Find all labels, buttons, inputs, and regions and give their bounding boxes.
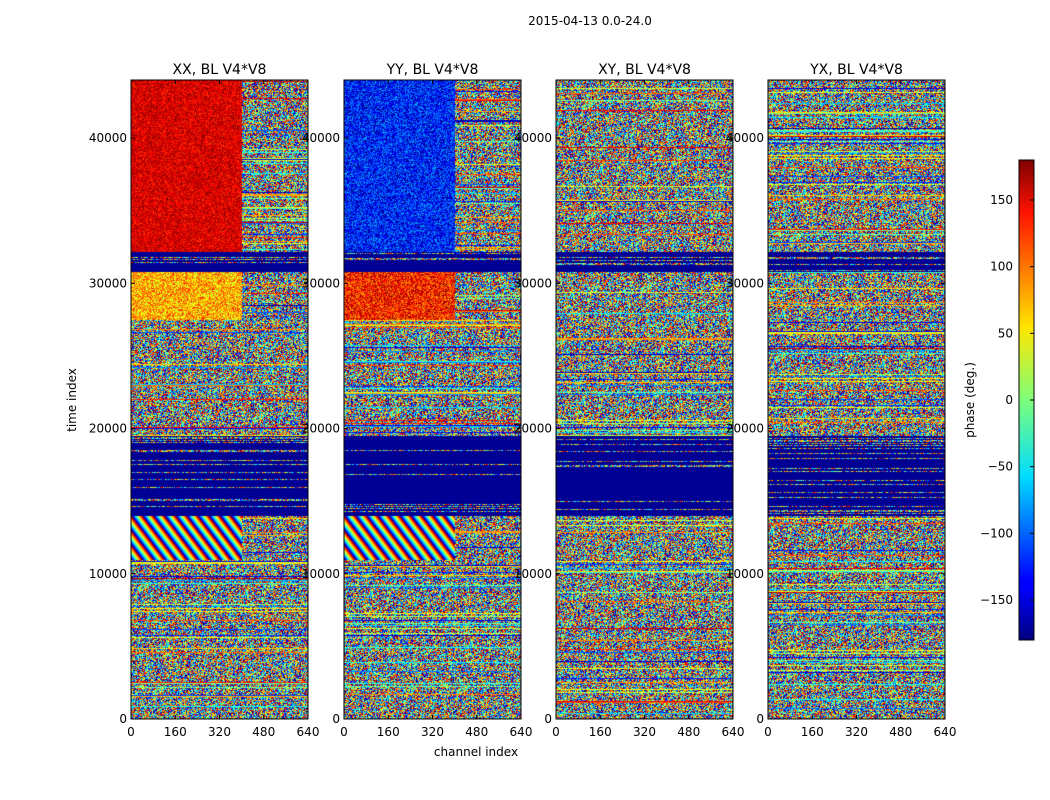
colorbar-tick-label: 50 xyxy=(998,326,1013,340)
x-tick-label: 0 xyxy=(340,725,348,739)
x-tick-label: 640 xyxy=(297,725,320,739)
x-tick-label: 480 xyxy=(465,725,488,739)
x-tick-label: 320 xyxy=(421,725,444,739)
y-tick-label: 40000 xyxy=(514,131,552,145)
x-tick-label: 640 xyxy=(722,725,745,739)
x-tick-label: 640 xyxy=(510,725,533,739)
panel-xx: XX, BL V4*V8 0 160 320 480 640 0 10000 20000 3000… xyxy=(89,62,320,739)
x-tick-label: 160 xyxy=(377,725,400,739)
x-axis-label: channel index xyxy=(434,745,518,759)
colorbar-label: phase (deg.) xyxy=(963,362,977,438)
colorbar: 150 100 50 0 −50 −100 −150 xyxy=(980,159,1035,641)
heatmap-image xyxy=(556,80,733,719)
y-tick-label: 30000 xyxy=(89,276,127,290)
y-tick-label: 20000 xyxy=(514,422,552,436)
heatmap-image xyxy=(131,80,308,719)
y-tick-label: 10000 xyxy=(302,567,340,581)
x-tick-label: 320 xyxy=(633,725,656,739)
x-tick-label: 320 xyxy=(845,725,868,739)
colorbar-tick-label: −50 xyxy=(988,460,1013,474)
y-tick-label: 40000 xyxy=(89,131,127,145)
x-tick-label: 0 xyxy=(127,725,135,739)
colorbar-tick-label: 100 xyxy=(990,260,1013,274)
y-tick-label: 20000 xyxy=(726,422,764,436)
x-tick-label: 320 xyxy=(208,725,231,739)
y-tick-label: 0 xyxy=(544,712,552,726)
y-tick-label: 30000 xyxy=(514,276,552,290)
colorbar-tick-label: 0 xyxy=(1005,393,1013,407)
y-tick-label: 10000 xyxy=(89,567,127,581)
x-tick-label: 480 xyxy=(252,725,275,739)
x-tick-label: 160 xyxy=(589,725,612,739)
y-axis-label: time index xyxy=(65,368,79,432)
y-tick-label: 20000 xyxy=(302,422,340,436)
x-tick-label: 0 xyxy=(764,725,772,739)
y-tick-label: 40000 xyxy=(302,131,340,145)
panel-title: XY, BL V4*V8 xyxy=(598,62,691,78)
colorbar-tick-label: −150 xyxy=(980,593,1013,607)
x-tick-label: 160 xyxy=(801,725,824,739)
panel-title: YX, BL V4*V8 xyxy=(809,62,903,78)
panel-title: YY, BL V4*V8 xyxy=(386,62,479,78)
y-tick-label: 30000 xyxy=(302,276,340,290)
y-tick-label: 0 xyxy=(119,712,127,726)
y-tick-label: 20000 xyxy=(89,422,127,436)
y-tick-label: 30000 xyxy=(726,276,764,290)
colorbar-tick-label: 150 xyxy=(990,193,1013,207)
heatmap-image xyxy=(344,80,521,719)
x-tick-label: 0 xyxy=(552,725,560,739)
y-tick-label: 0 xyxy=(332,712,340,726)
x-tick-label: 480 xyxy=(677,725,700,739)
y-tick-label: 10000 xyxy=(726,567,764,581)
heatmap-image xyxy=(768,80,945,719)
x-tick-label: 480 xyxy=(889,725,912,739)
y-tick-label: 40000 xyxy=(726,131,764,145)
x-tick-label: 160 xyxy=(164,725,187,739)
x-tick-label: 640 xyxy=(934,725,957,739)
y-tick-label: 10000 xyxy=(514,567,552,581)
colorbar-tick-label: −100 xyxy=(980,526,1013,540)
panel-title: XX, BL V4*V8 xyxy=(173,62,267,78)
figure-suptitle: 2015-04-13 0.0-24.0 xyxy=(528,14,652,28)
y-tick-label: 0 xyxy=(756,712,764,726)
panel-xy: XY, BL V4*V8 0 160 320 480 640 0 10000 20000 3000… xyxy=(514,62,745,739)
panel-yy: YY, BL V4*V8 0 160 320 480 640 0 10000 20000 3000… xyxy=(302,62,533,739)
panel-yx: YX, BL V4*V8 0 160 320 480 640 0 10000 20000 3000… xyxy=(726,62,957,739)
